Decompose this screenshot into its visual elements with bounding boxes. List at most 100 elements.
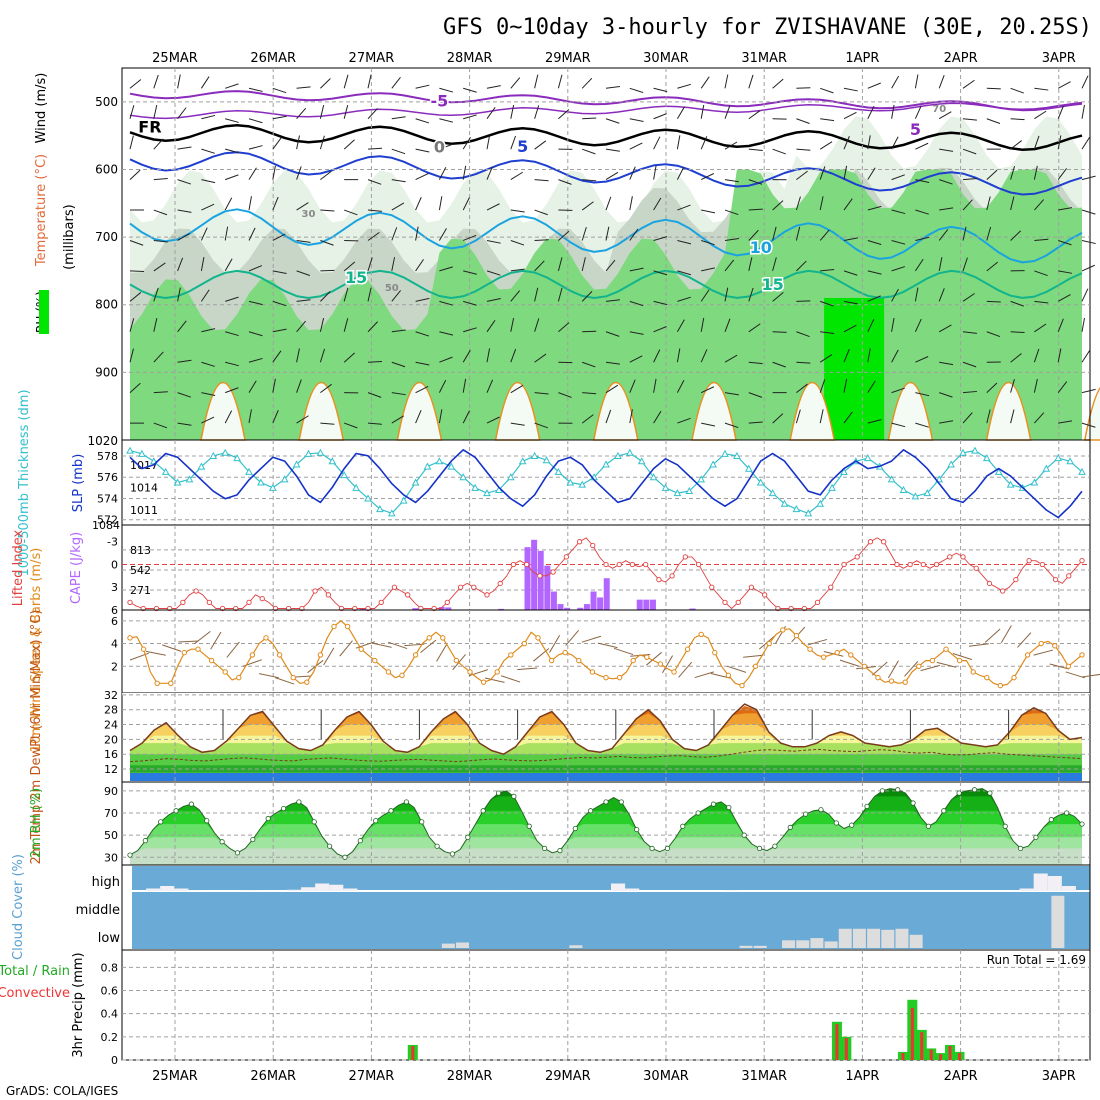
upper-wind-barb [272,378,276,393]
temp-tick: 16 [104,748,118,761]
upper-wind-barb [343,318,349,332]
upper-wind-barb [820,118,835,122]
upper-wind-barb [272,410,279,424]
cape-bar [603,578,610,610]
upper-wind-barb [605,85,620,89]
upper-wind-barb [1057,81,1071,89]
upper-wind-barb [629,409,633,424]
wind-speed-point [154,680,160,687]
surface-wind-barb [500,675,521,683]
lifted-index-point [246,599,252,606]
upper-wind-barb [629,331,644,335]
rh-point [1079,821,1085,827]
lifted-index-point [920,561,926,568]
upper-wind-barb [962,226,967,241]
wind-speed-point [657,661,664,667]
upper-wind-barb [582,361,596,368]
upper-wind-barb [701,209,716,214]
upper-wind-barb [391,202,405,211]
upper-wind-barb [225,387,239,394]
rh-point [588,808,594,814]
upper-wind-barb [605,409,612,424]
rh-fill-band [130,848,1082,865]
upper-wind-barb [986,300,1001,303]
upper-wind-barb [177,107,187,120]
boundary-layer-column [494,381,541,441]
upper-wind-barb [1081,317,1085,332]
thickness-point [542,456,551,464]
lifted-tick: -3 [107,536,118,549]
wind-speed-point [508,652,514,658]
surface-wind-barb [146,650,166,656]
precip-legend-conv: Convective [0,986,70,1001]
upper-wind-barb [129,382,141,394]
isotherm-label: 0 [434,137,445,156]
wind-speed-point [902,679,908,685]
thickness-point [768,489,777,497]
upper-wind-barb [939,179,953,185]
upper-wind-barb [938,75,945,89]
upper-wind-barb [296,415,309,424]
temp-tick: 20 [104,733,118,746]
upper-wind-barb [605,259,616,272]
upper-wind-barb [534,422,548,429]
lifted-index-point [259,595,265,602]
upper-wind-barb [272,137,282,150]
upper-wind-barb [1034,110,1047,120]
wind-speed-point [793,632,800,639]
upper-wind-barb [748,421,763,424]
cape-bar [583,604,590,610]
cloud-high-bar [343,888,358,891]
upper-wind-barb [581,226,587,241]
upper-wind-barb [153,138,164,150]
lifted-tick: 0 [111,558,118,571]
upper-wind-barb [843,270,858,276]
upper-wind-barb [986,196,991,211]
rh-point [803,811,809,817]
upper-wind-barb [272,233,286,241]
isotherm-5 [129,151,1083,196]
temp-tick: 24 [104,719,118,732]
upper-wind-barb [772,148,786,155]
thickness-point [554,467,563,475]
boundary-layer-column [789,381,836,441]
upper-wind-barb [225,361,239,367]
thickness-point [733,451,741,459]
upper-wind-barb [629,166,636,180]
upper-wind-barb [1034,199,1045,211]
upper-wind-barb [605,196,612,211]
upper-wind-barb [225,148,239,154]
upper-wind-barb [200,289,210,302]
upper-wind-barb [462,349,471,363]
precip-tick: 0 [111,1054,118,1067]
thickness-point [994,467,1003,475]
rh-point [449,851,456,857]
thickness-point [328,457,337,465]
upper-wind-barb [867,295,881,302]
upper-wind-barb [724,209,739,216]
upper-wind-barb [748,229,759,241]
upper-wind-barb [129,240,144,246]
upper-wind-barb [225,296,239,302]
cloud-high-bar [315,883,330,891]
wind-speed-point [1079,652,1085,658]
wind-speed-point [222,669,228,675]
surface-wind-barb [920,664,941,672]
precip-tick: 0.8 [101,961,119,974]
thickness-point [804,509,813,517]
cloud-background [132,866,1090,949]
upper-wind-barb [486,320,496,333]
cape-bar [359,608,366,610]
surface-wind-barb [404,643,425,647]
date-label-bottom: 25MAR [152,1069,198,1084]
surface-wind-barb [936,661,957,668]
upper-wind-barb [510,135,517,150]
upper-wind-barb [653,326,667,333]
rh-point [327,843,333,849]
rh-tick: 90 [104,785,118,798]
thickness-point [947,460,955,468]
lifted-index-point [1039,561,1045,568]
slp-ylabel: SLP (mb) [71,454,86,513]
wind-speed-point [263,635,269,641]
upper-wind-barb [1010,353,1022,363]
